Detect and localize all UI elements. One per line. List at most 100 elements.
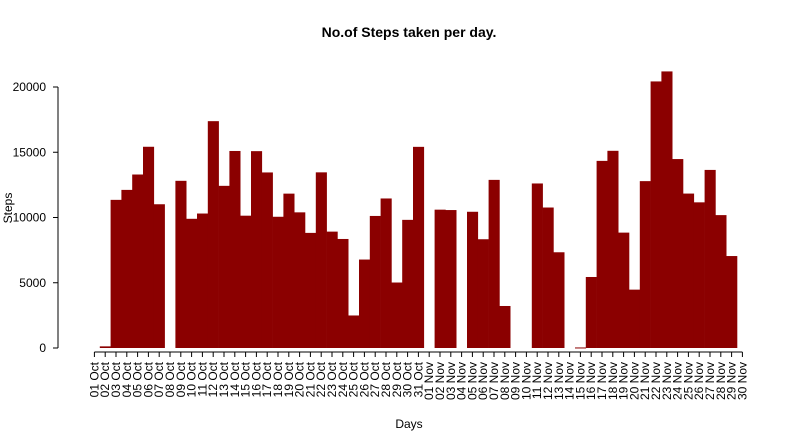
x-tick-label: 13 Oct	[217, 361, 231, 397]
y-tick-label: 10000	[13, 211, 47, 225]
bars-group	[99, 71, 738, 349]
x-tick-label: 16 Oct	[249, 361, 263, 397]
x-tick-label: 24 Nov	[671, 362, 685, 400]
bar	[488, 179, 500, 348]
x-tick-label: 28 Oct	[379, 361, 393, 397]
y-axis: 0 5000 10000 15000 20000	[13, 80, 59, 355]
bar	[132, 174, 144, 348]
x-tick-label: 25 Nov	[681, 362, 695, 400]
x-tick-label: 10 Oct	[185, 361, 199, 397]
bar	[542, 207, 554, 348]
bar	[639, 181, 651, 348]
bar	[672, 159, 684, 348]
x-tick-label: 23 Nov	[660, 362, 674, 400]
x-tick-label: 03 Oct	[109, 361, 123, 397]
x-tick-label: 16 Nov	[584, 362, 598, 400]
x-tick-label: 17 Nov	[595, 362, 609, 400]
bar	[650, 81, 662, 349]
bar	[369, 215, 381, 348]
x-tick-label: 06 Oct	[141, 361, 155, 397]
bar	[661, 71, 673, 349]
bar	[143, 146, 155, 348]
x-tick-label: 26 Nov	[692, 362, 706, 400]
x-tick-label: 15 Nov	[573, 362, 587, 400]
x-tick-label: 06 Nov	[476, 362, 490, 400]
x-tick-label: 09 Nov	[509, 362, 523, 400]
bar	[261, 172, 273, 348]
x-tick-label: 22 Oct	[314, 361, 328, 397]
x-tick-label: 20 Oct	[293, 361, 307, 397]
bar	[413, 146, 425, 348]
bar	[596, 160, 608, 348]
x-tick-label: 11 Oct	[195, 361, 209, 396]
bar	[683, 193, 695, 348]
x-tick-label: 18 Nov	[606, 362, 620, 400]
x-tick-label: 28 Nov	[714, 362, 728, 400]
x-tick-label: 17 Oct	[260, 361, 274, 397]
x-tick-label: 01 Nov	[422, 362, 436, 400]
x-tick-label: 27 Oct	[368, 361, 382, 397]
bar	[121, 189, 133, 348]
bar	[715, 215, 727, 348]
bar	[207, 121, 219, 348]
x-tick-label: 15 Oct	[239, 361, 253, 397]
x-tick-label: 19 Nov	[617, 362, 631, 400]
x-tick-label: 05 Oct	[131, 361, 145, 397]
y-tick-label: 5000	[19, 276, 46, 290]
bar	[175, 180, 187, 348]
x-tick-label: 02 Oct	[98, 361, 112, 397]
x-tick-label: 30 Oct	[401, 361, 415, 397]
x-tick-label: 04 Nov	[455, 362, 469, 400]
x-tick-label: 14 Oct	[228, 361, 242, 397]
y-tick-label: 15000	[13, 145, 47, 159]
x-tick-label: 11 Nov	[530, 362, 544, 399]
x-tick-label: 14 Nov	[563, 362, 577, 400]
x-tick-label: 05 Nov	[465, 362, 479, 400]
bar	[326, 231, 338, 348]
bar	[294, 212, 306, 348]
x-tick-label: 18 Oct	[271, 361, 285, 397]
x-tick-label: 10 Nov	[519, 362, 533, 400]
bar	[726, 256, 738, 348]
bar	[445, 210, 457, 348]
bar	[402, 219, 414, 348]
x-tick-label: 20 Nov	[627, 362, 641, 400]
x-tick-label: 07 Nov	[487, 362, 501, 400]
y-tick-label: 0	[39, 341, 46, 355]
x-tick-label: 26 Oct	[357, 361, 371, 397]
y-axis-label: Steps	[1, 193, 15, 224]
x-tick-label: 27 Nov	[703, 362, 717, 400]
x-tick-label: 08 Nov	[498, 362, 512, 400]
x-tick-label: 25 Oct	[347, 361, 361, 397]
bar	[359, 259, 371, 348]
x-tick-label: 21 Oct	[303, 361, 317, 397]
bar	[305, 232, 317, 348]
x-tick-label: 21 Nov	[638, 362, 652, 400]
bar	[315, 172, 327, 348]
x-tick-label: 07 Oct	[152, 361, 166, 397]
bar	[434, 209, 446, 348]
bar	[229, 150, 241, 348]
x-tick-label: 24 Oct	[336, 361, 350, 397]
bar	[693, 202, 705, 348]
bar	[99, 346, 111, 348]
x-tick-label: 30 Nov	[735, 362, 749, 400]
bar	[240, 215, 252, 348]
x-tick-label: 19 Oct	[282, 361, 296, 397]
bar	[618, 232, 630, 348]
bar	[585, 276, 597, 348]
x-tick-label: 03 Nov	[444, 362, 458, 400]
bar	[218, 185, 230, 348]
x-tick-label: 29 Oct	[390, 361, 404, 397]
x-tick-label: 22 Nov	[649, 362, 663, 400]
x-tick-label: 02 Nov	[433, 362, 447, 400]
bar	[153, 204, 165, 348]
x-tick-label: 12 Nov	[541, 362, 555, 400]
chart-title: No.of Steps taken per day.	[322, 24, 497, 40]
x-tick-label: 08 Oct	[163, 361, 177, 397]
bar	[607, 150, 619, 348]
x-tick-label: 09 Oct	[174, 361, 188, 397]
bar	[704, 169, 716, 348]
bar	[272, 216, 284, 348]
